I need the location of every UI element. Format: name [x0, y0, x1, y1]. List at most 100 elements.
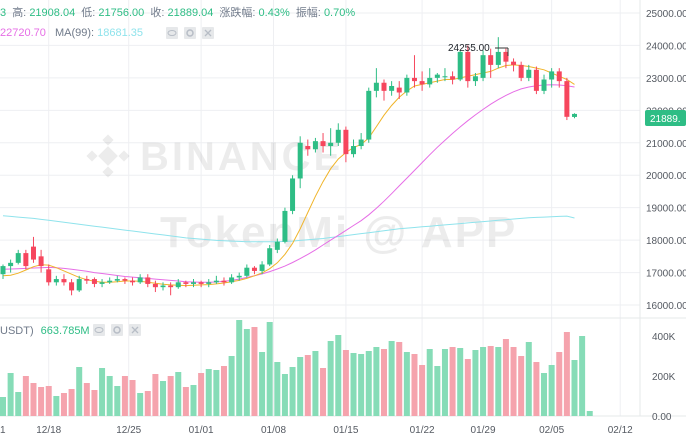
watermark-sub: TokenMi @ APP [160, 208, 517, 257]
volume-bar [144, 391, 151, 416]
candle-body [61, 279, 67, 283]
ma-settings-icon[interactable] [184, 27, 196, 39]
candle-body [236, 275, 242, 278]
candle-body [152, 283, 158, 288]
price-tick-label: 25000.00 [646, 9, 686, 20]
candle-body [69, 282, 75, 291]
candle-body [191, 282, 196, 284]
candle-body [572, 113, 577, 117]
volume-bar [190, 385, 197, 416]
candle-body [46, 269, 52, 283]
volume-bar [274, 362, 281, 416]
time-tick-label: 12/18 [36, 425, 61, 436]
candle-body [389, 85, 395, 91]
volume-bar [579, 336, 586, 416]
max-price-marker: 24255.00 [448, 43, 509, 56]
ma-row: 22720.70 MA(99): 18681.35 [0, 27, 214, 39]
change-value: 0.43% [259, 7, 290, 19]
volume-tick-label: 400K [652, 332, 676, 343]
volume-bar [91, 390, 98, 416]
volume-label: USDT) [0, 325, 34, 337]
candle-body [8, 262, 14, 267]
candle-body [137, 277, 143, 283]
volume-bar [266, 322, 273, 416]
ma-close-icon[interactable] [202, 27, 214, 39]
candle-body [38, 256, 44, 267]
ma-eye-icon[interactable] [166, 27, 178, 39]
volume-bar [281, 374, 288, 416]
volume-bar [487, 346, 494, 416]
candle-body [404, 77, 410, 93]
volume-bar [381, 349, 387, 416]
time-axis: 1 12/18 12/25 01/01 01/08 01/15 01/22 01/29 02/0… [0, 425, 633, 436]
volume-bar [129, 380, 136, 416]
volume-bar [83, 383, 90, 416]
volume-bar [114, 386, 121, 416]
time-tick-label: 1 [0, 425, 6, 436]
change-label: 涨跌幅: [219, 5, 255, 19]
volume-bar [30, 383, 37, 416]
price-tick-label: 21000.00 [646, 139, 686, 150]
volume-bar [541, 373, 548, 416]
volume-bar [350, 353, 357, 416]
close-value: 21889.04 [167, 7, 213, 19]
volume-bar [342, 350, 349, 416]
volume-settings-icon[interactable] [111, 324, 123, 336]
volume-bar [0, 397, 6, 416]
max-price-label: 24255.00 [448, 43, 490, 54]
ma25-line [2, 84, 575, 283]
volume-bar [297, 357, 304, 416]
volume-eye-icon[interactable] [93, 324, 105, 336]
candle-body [0, 266, 6, 275]
time-tick-label: 01/01 [189, 425, 214, 436]
volume-bar [327, 341, 334, 416]
price-tick-label: 18000.00 [646, 236, 686, 247]
volume-bar [518, 356, 525, 416]
volume-bar [15, 392, 22, 416]
price-tick-label: 17000.00 [646, 269, 686, 280]
volume-bar [335, 335, 342, 416]
candle-body [549, 71, 555, 80]
volume-bars [0, 320, 593, 416]
candle-body [358, 139, 364, 147]
candle-body [480, 55, 486, 78]
amplitude-label: 振幅: [296, 5, 321, 19]
candle-body [84, 279, 90, 281]
candle-body [175, 282, 181, 288]
candle-body [206, 282, 212, 284]
candle-body [107, 280, 113, 283]
volume-bar [571, 360, 578, 416]
candle-body [457, 51, 463, 80]
volume-bar [167, 376, 174, 416]
volume-close-icon[interactable] [129, 324, 141, 336]
candle-body [411, 77, 417, 82]
volume-bar [396, 342, 403, 416]
time-tick-label: 01/29 [471, 425, 496, 436]
candle-body [320, 141, 326, 147]
time-tick-label: 02/12 [608, 425, 633, 436]
price-tick-label: 23000.00 [646, 74, 686, 85]
volume-bar [45, 386, 52, 416]
price-tick-label: 24000.00 [646, 41, 686, 52]
volume-bar [449, 347, 456, 416]
volume-bar [419, 365, 426, 416]
binance-logo-icon [86, 134, 130, 178]
volume-bar [533, 362, 540, 416]
volume-tick-label: 0.00 [652, 412, 672, 423]
volume-bar [251, 327, 258, 416]
volume-bar [259, 352, 266, 416]
volume-bar [106, 376, 113, 416]
volume-bar [556, 352, 563, 416]
volume-bar [548, 365, 555, 416]
time-tick-label: 12/25 [116, 425, 141, 436]
candle-body [114, 279, 120, 281]
volume-tick-label: 200K [652, 372, 676, 383]
candle-body [328, 142, 334, 147]
ma25-value: 22720.70 [0, 27, 46, 39]
volume-bar [426, 349, 433, 416]
volume-bar [373, 347, 380, 416]
volume-bar [53, 396, 60, 416]
candle-body [526, 69, 532, 78]
price-axis: 25000.0024000.0023000.0022000.0021000.00… [646, 9, 686, 312]
